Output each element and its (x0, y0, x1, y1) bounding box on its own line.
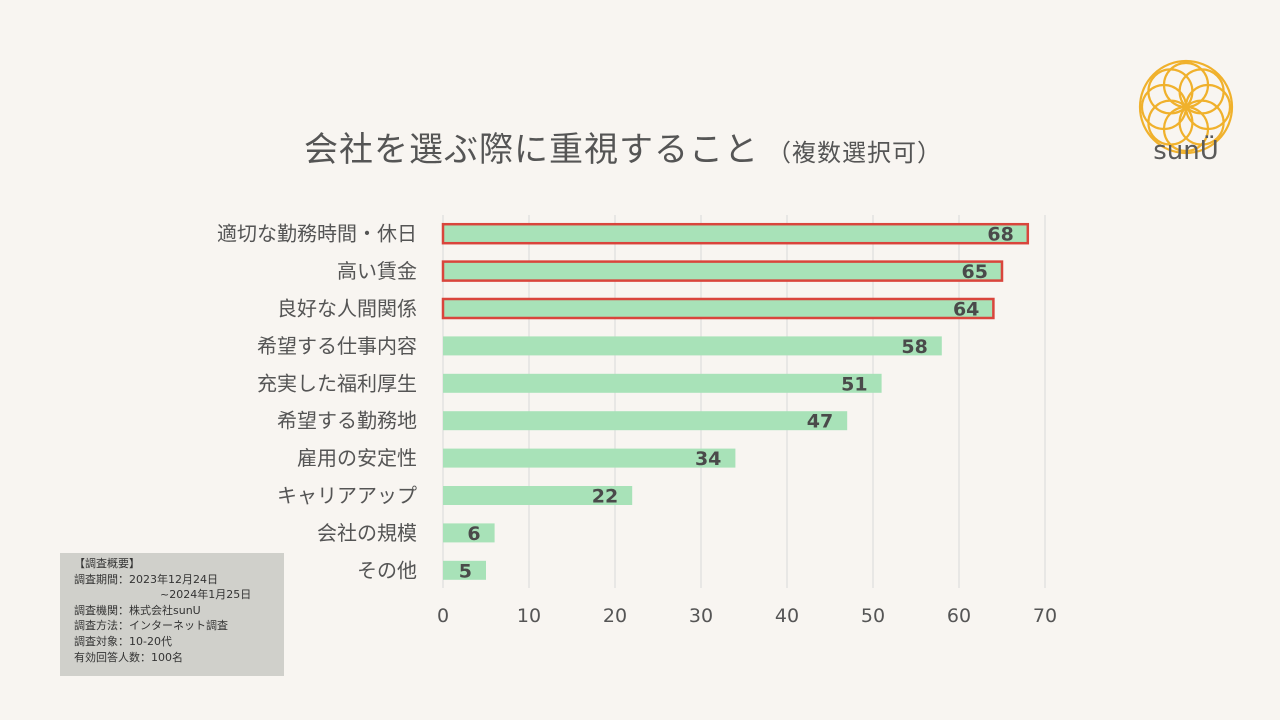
x-tick-label: 60 (947, 605, 971, 627)
data-label: 34 (695, 448, 721, 470)
survey-target: 調査対象：10-20代 (74, 634, 172, 648)
bar (443, 560, 486, 580)
x-tick-label: 30 (689, 605, 713, 627)
survey-period: 調査期間：2023年12月24日 (74, 572, 218, 586)
data-label: 64 (953, 299, 979, 321)
data-label: 47 (807, 411, 833, 433)
category-label: 高い賃金 (337, 259, 417, 283)
category-label: 適切な勤務時間・休日 (217, 222, 417, 246)
bar (441, 260, 1004, 282)
data-label: 6 (467, 523, 480, 545)
sunu-logo (1138, 59, 1234, 155)
category-label: キャリアアップ (277, 484, 417, 508)
category-label: 希望する仕事内容 (257, 334, 417, 358)
category-label: 充実した福利厚生 (257, 371, 417, 395)
bar (443, 411, 848, 431)
x-tick-label: 10 (517, 605, 541, 627)
bar (443, 373, 882, 393)
x-tick-label: 50 (861, 605, 885, 627)
x-tick-label: 0 (437, 605, 449, 627)
survey-org: 調査機関：株式会社sunU (74, 603, 201, 617)
data-label: 68 (987, 224, 1013, 246)
data-label: 22 (592, 486, 618, 508)
survey-summary: 【調査概要】 調査期間：2023年12月24日 ~2024年1月25日 調査機関… (60, 553, 284, 676)
x-tick-label: 70 (1033, 605, 1057, 627)
bar (441, 222, 1030, 245)
x-tick-label: 20 (603, 605, 627, 627)
survey-respondents: 有効回答人数：100名 (74, 650, 183, 664)
bar (443, 486, 633, 505)
data-label: 5 (459, 560, 472, 582)
survey-heading: 【調査概要】 (74, 557, 140, 570)
category-label: その他 (357, 558, 417, 582)
logo-text: sunÜ (1153, 136, 1219, 166)
category-label: 良好な人間関係 (277, 297, 417, 321)
survey-method: 調査方法：インターネット調査 (74, 619, 228, 633)
data-label: 65 (962, 261, 988, 283)
bar (443, 336, 942, 356)
chart-title-main: 会社を選ぶ際に重視すること (304, 130, 759, 170)
bar (443, 448, 736, 468)
bar (443, 523, 495, 543)
chart-subtitle: （複数選択可） (767, 139, 942, 167)
category-label: 雇用の安定性 (297, 446, 417, 470)
bar (441, 297, 995, 320)
data-label: 51 (841, 373, 867, 395)
survey-period-end: ~2024年1月25日 (160, 588, 252, 602)
data-label: 58 (901, 336, 927, 358)
chart-title: 会社を選ぶ際に重視すること （複数選択可） (304, 122, 942, 171)
category-label: 希望する勤務地 (277, 409, 417, 433)
x-tick-label: 40 (775, 605, 799, 627)
category-label: 会社の規模 (317, 521, 417, 545)
